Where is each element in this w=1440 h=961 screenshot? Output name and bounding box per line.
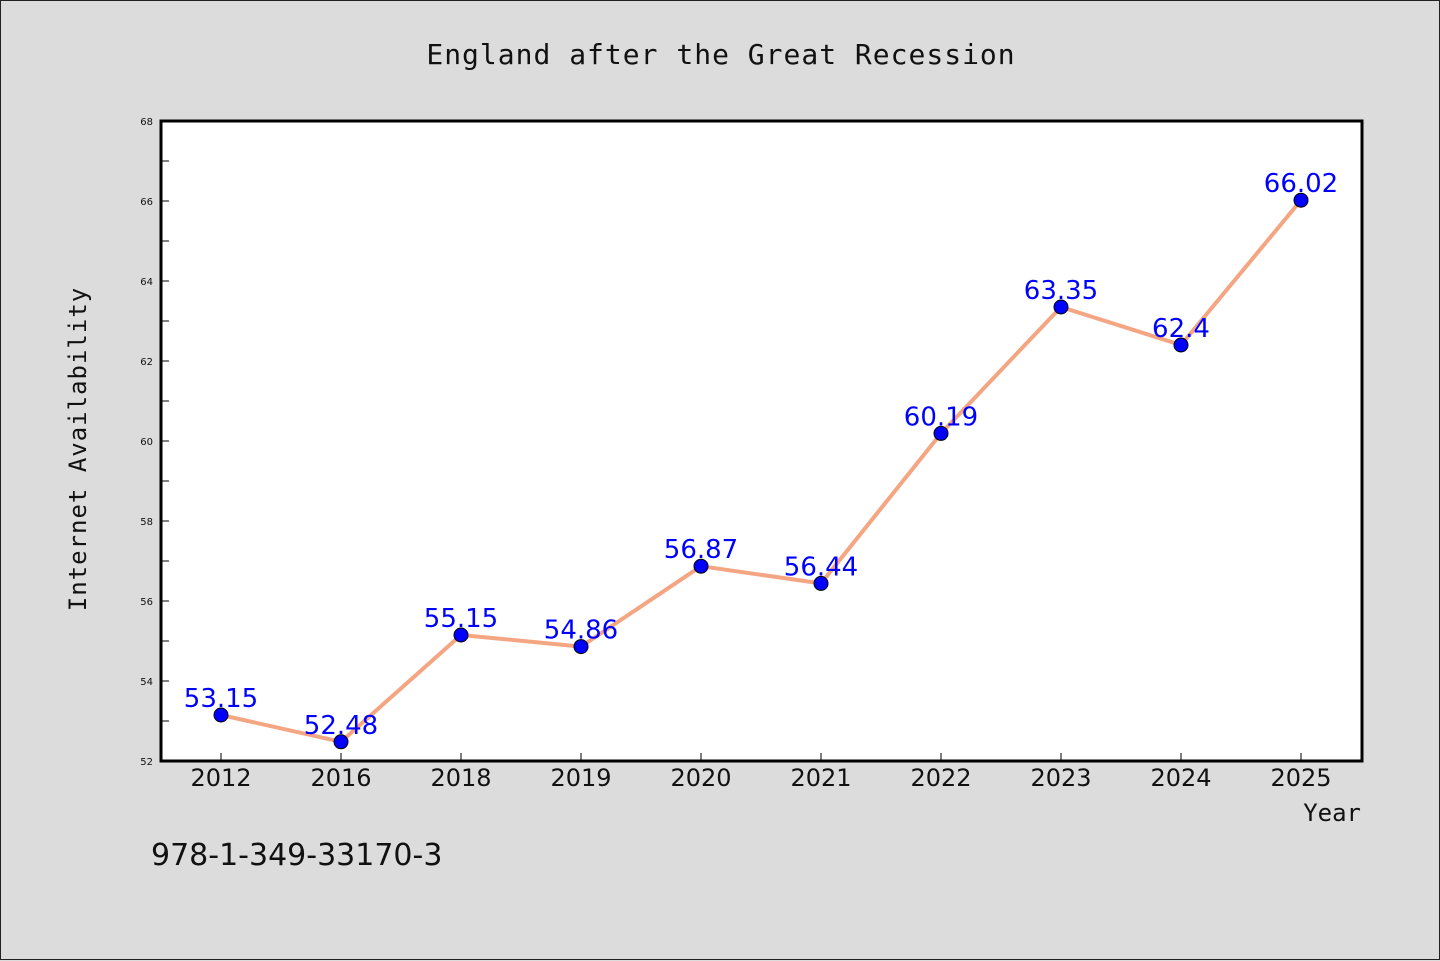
x-tick-label: 2024 (1150, 764, 1211, 792)
y-tick-label: 68 (140, 117, 153, 128)
series-line (220, 198, 1303, 744)
plot-area (159, 119, 1364, 763)
data-point (453, 627, 469, 643)
data-point (333, 734, 349, 750)
data-label: 55.15 (424, 604, 498, 634)
x-tick-label: 2022 (910, 764, 971, 792)
x-tick-label: 2018 (430, 764, 491, 792)
data-point (213, 707, 229, 723)
data-label: 53.15 (184, 684, 258, 714)
y-tick-label: 66 (140, 197, 153, 208)
data-label: 52.48 (304, 711, 378, 741)
x-tick-label: 2023 (1030, 764, 1091, 792)
data-label: 63.35 (1024, 276, 1098, 306)
data-label: 62.4 (1152, 314, 1210, 344)
x-tick-label: 2016 (310, 764, 371, 792)
data-point (573, 639, 589, 655)
data-label: 54.86 (544, 616, 618, 646)
x-tick-label: 2020 (670, 764, 731, 792)
data-point (933, 425, 949, 441)
y-tick-label: 62 (140, 357, 153, 368)
x-tick-label: 2025 (1270, 764, 1331, 792)
data-point (1053, 299, 1069, 315)
data-label: 56.44 (784, 552, 858, 582)
y-tick-label: 64 (140, 277, 153, 288)
y-axis: 52 54 56 58 60 62 64 66 68 (140, 117, 169, 768)
data-point (693, 558, 709, 574)
y-tick-label: 60 (140, 437, 153, 448)
x-tick-label: 2021 (790, 764, 851, 792)
y-tick-label: 56 (140, 597, 153, 608)
data-point (1293, 192, 1309, 208)
x-axis: 2012 2016 2018 2019 2020 2021 2022 2023 2024 2025 (190, 753, 1332, 792)
chart-title: England after the Great Recession (426, 38, 1015, 71)
data-point (1173, 337, 1189, 353)
data-label: 60.19 (904, 402, 978, 432)
y-tick-label: 52 (140, 757, 153, 768)
isbn-annotation: 978-1-349-33170-3 (151, 838, 442, 873)
data-label: 56.87 (664, 535, 738, 565)
y-tick-label: 54 (140, 677, 153, 688)
data-label: 66.02 (1264, 169, 1338, 199)
y-axis-label: Internet Availability (64, 287, 92, 611)
x-tick-label: 2012 (190, 764, 251, 792)
data-point (813, 575, 829, 591)
x-axis-label: Year (1303, 799, 1361, 827)
x-tick-label: 2019 (550, 764, 611, 792)
y-tick-label: 58 (140, 517, 153, 528)
series-0: 53.15 52.48 55.15 54.86 56.87 56.44 60.19 63.35… (184, 169, 1338, 750)
